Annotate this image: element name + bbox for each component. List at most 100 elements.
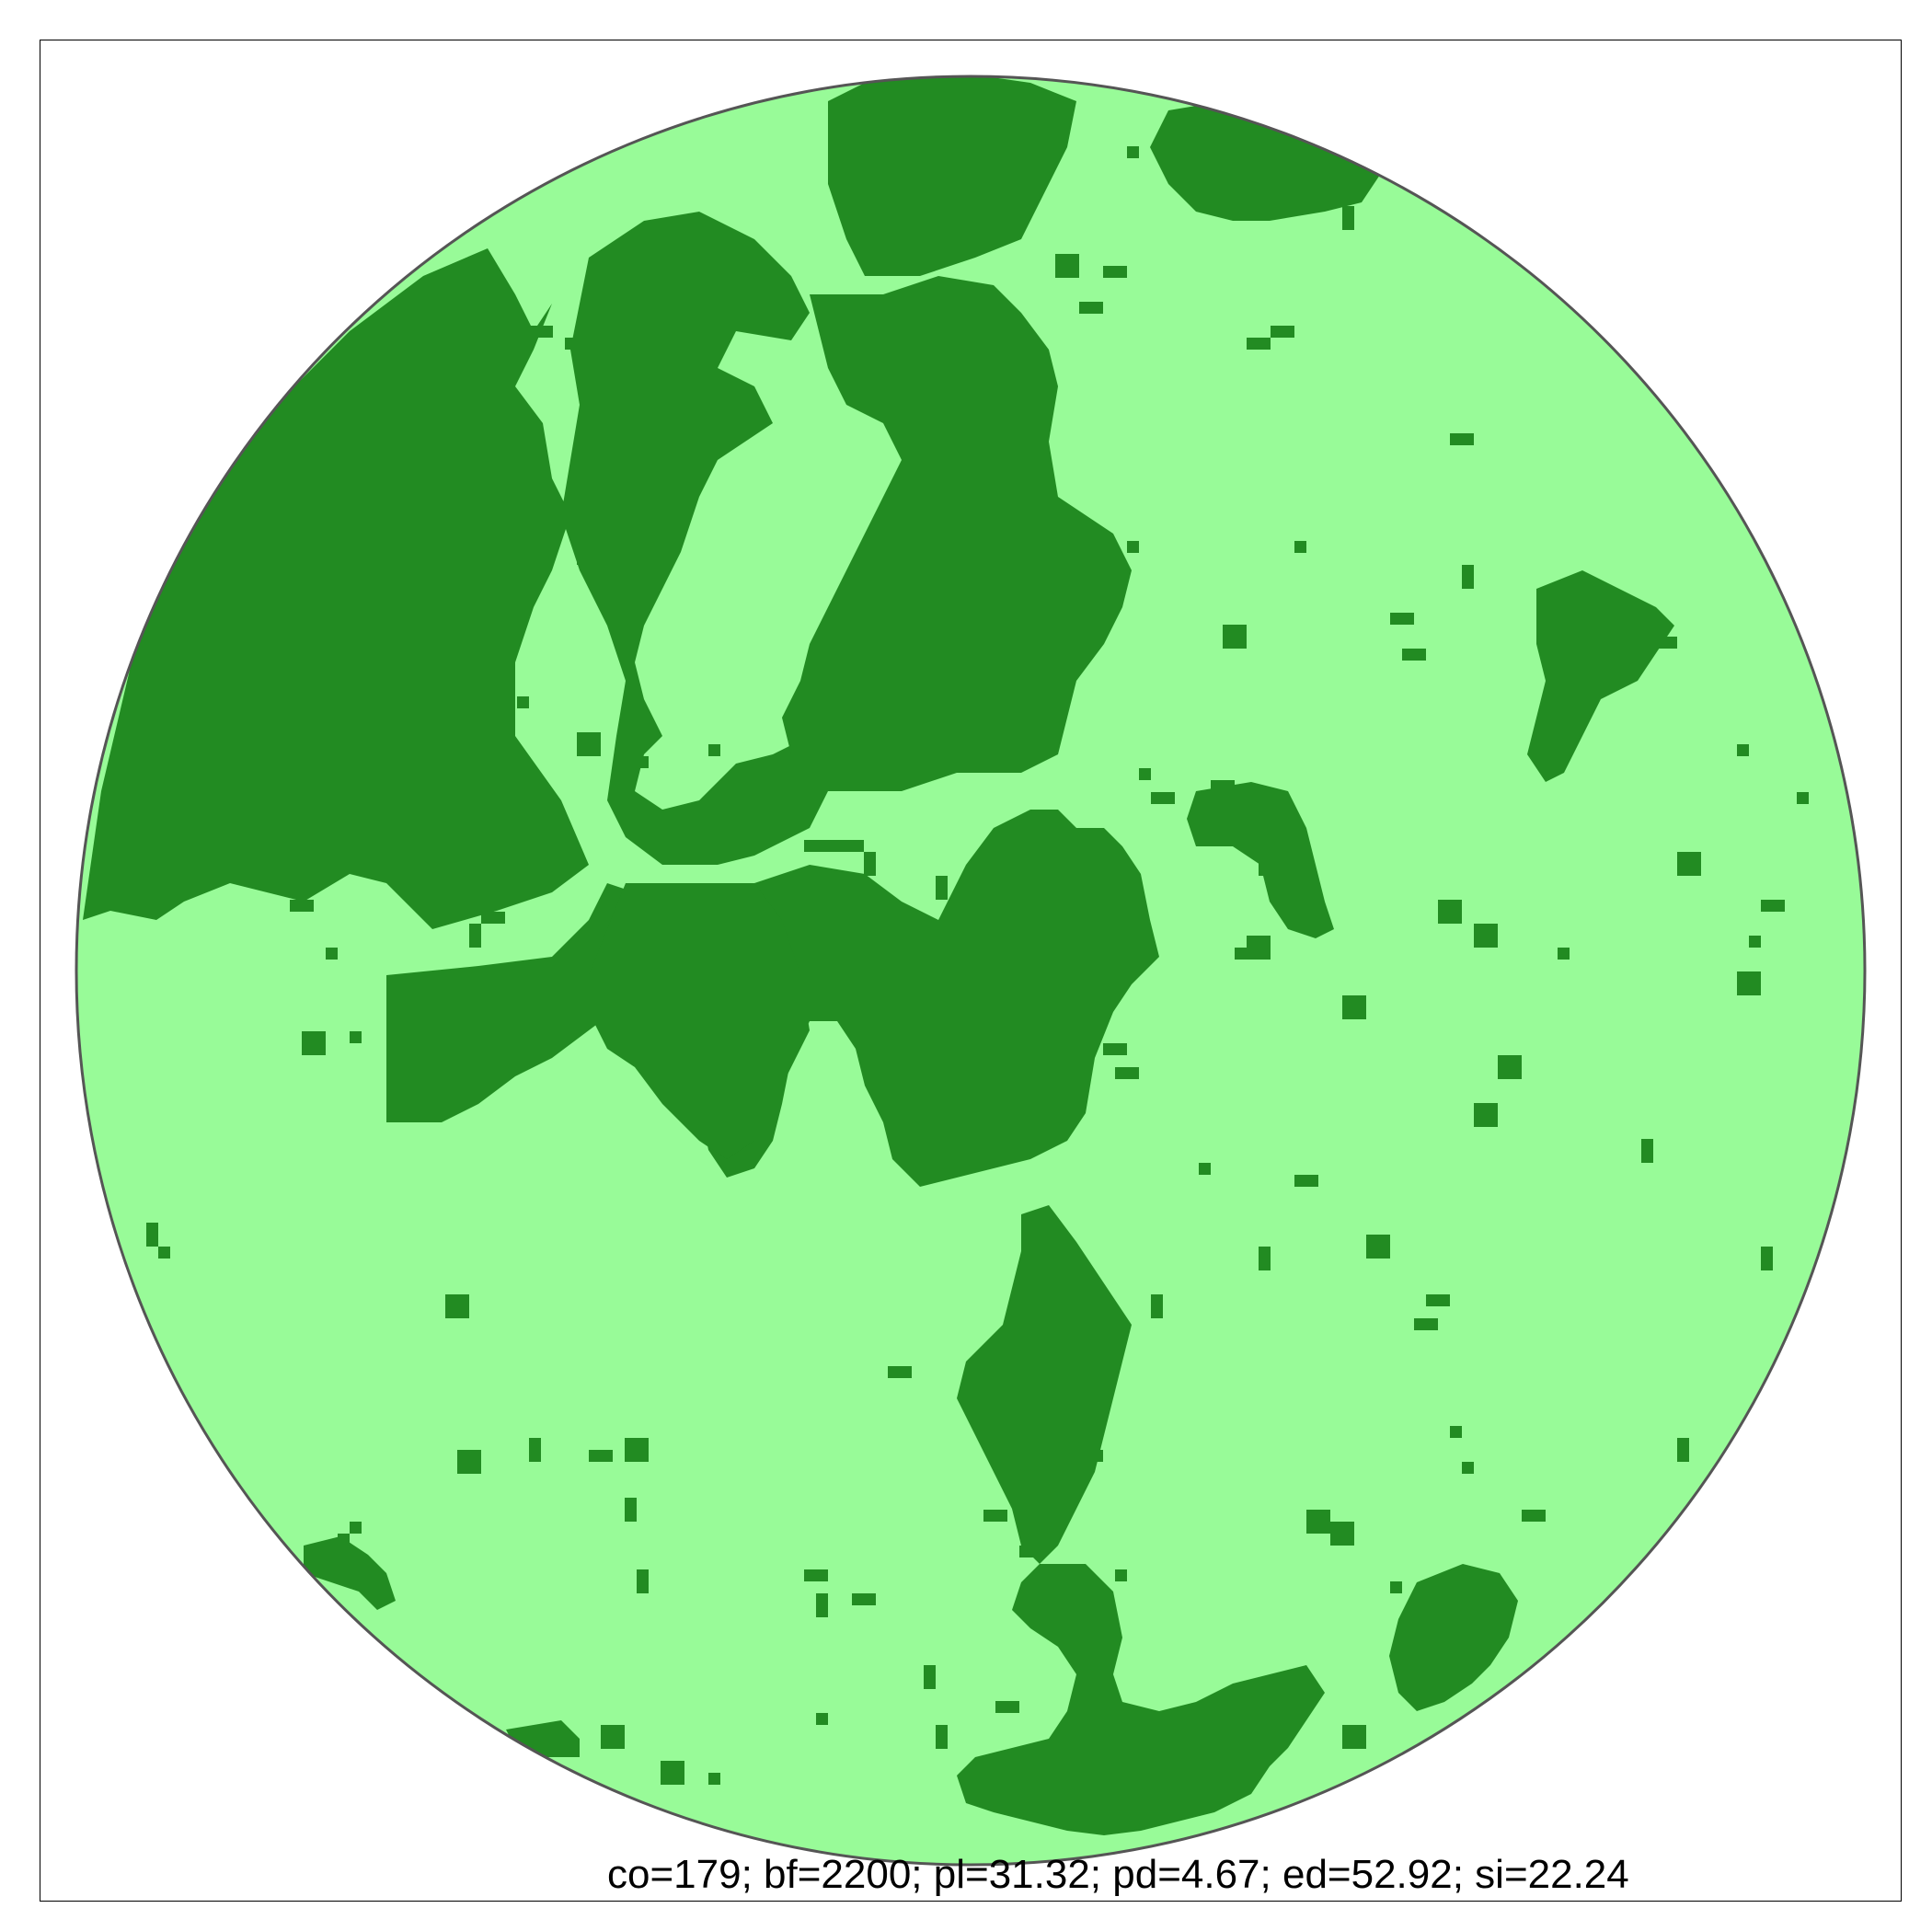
forest-speckle (1115, 1569, 1127, 1581)
forest-speckle (816, 1713, 828, 1725)
forest-speckle (158, 1247, 170, 1259)
forest-speckle (1103, 1043, 1127, 1055)
forest-speckle (840, 840, 864, 852)
forest-speckle (1426, 1294, 1450, 1306)
forest-speckle (1091, 1761, 1103, 1785)
forest-patch-top (828, 76, 1076, 276)
forest-speckle (1390, 1581, 1402, 1593)
forest-speckle (1498, 1055, 1522, 1079)
forest-speckle (1019, 158, 1043, 182)
forest-speckle (1247, 338, 1271, 350)
forest-patch-center-west (589, 883, 810, 1159)
forest-speckle (1390, 613, 1414, 625)
forest-speckle (1761, 900, 1785, 912)
forest-speckle (936, 876, 948, 900)
forest-speckle (936, 1725, 948, 1749)
forest-speckle (290, 589, 314, 601)
forest-patches (83, 76, 1674, 1835)
forest-speckle (1247, 1689, 1259, 1701)
forest-speckle (1259, 804, 1271, 816)
forest-speckle (1306, 1510, 1330, 1534)
forest-speckle (517, 696, 529, 708)
forest-patch-north-center (561, 212, 828, 865)
forest-speckle (1127, 146, 1139, 158)
forest-speckle (1677, 1438, 1689, 1462)
forest-speckle (1019, 1546, 1043, 1557)
forest-speckle (708, 1773, 720, 1785)
forest-speckle (1522, 1510, 1546, 1522)
forest-speckle (182, 792, 194, 816)
forest-speckle (995, 1701, 1019, 1713)
forest-speckle (290, 900, 314, 912)
forest-speckle (374, 649, 385, 672)
forest-speckle (816, 1593, 828, 1617)
forest-speckle (637, 756, 649, 768)
forest-speckle (350, 1031, 362, 1043)
forest-speckle (1211, 780, 1235, 804)
forest-speckle (433, 1067, 457, 1091)
forest-speckle (1294, 541, 1306, 553)
forest-speckle (625, 1498, 637, 1522)
forest-speckle (1055, 254, 1079, 278)
forest-speckle (1199, 1163, 1211, 1175)
forest-speckle (1139, 768, 1151, 780)
forest-speckle (302, 1031, 326, 1055)
forest-speckle (625, 1438, 649, 1462)
forest-speckle (469, 924, 481, 948)
forest-speckle (1653, 637, 1677, 649)
forest-speckle (1115, 1318, 1127, 1330)
forest-speckle (864, 971, 888, 983)
forest-speckle (1294, 1175, 1318, 1187)
forest-speckle (206, 661, 230, 684)
forest-speckle (613, 266, 625, 290)
forest-speckle (1749, 936, 1761, 948)
forest-patch-northwest (83, 248, 589, 929)
forest-patch-southeast (1389, 1564, 1518, 1711)
forest-speckle (350, 1522, 362, 1534)
circle-outline (75, 75, 1867, 1867)
landscape-metrics-caption: co=179; bf=2200; pl=31.32; pd=4.67; ed=5… (607, 1852, 1629, 1897)
map-frame (40, 40, 1902, 1902)
forest-speckle (1127, 541, 1139, 553)
forest-patch-northeast (1150, 101, 1380, 221)
forest-speckle (577, 553, 589, 565)
forest-speckle (1677, 852, 1701, 876)
forest-speckle (146, 1223, 158, 1247)
forest-speckle (529, 1438, 541, 1462)
forest-speckle (601, 1725, 625, 1749)
forest-speckle (445, 1294, 469, 1318)
forest-speckle (1235, 948, 1259, 960)
forest-speckle (816, 744, 828, 768)
forest-patch-east (1527, 570, 1674, 782)
forest-speckle (1330, 1522, 1354, 1546)
forest-speckle (912, 924, 924, 948)
forest-speckle (589, 1450, 613, 1462)
forest-speckle (661, 1761, 684, 1785)
forest-patch-south (957, 1564, 1325, 1835)
forest-speckle (1474, 1103, 1498, 1127)
forest-speckle (756, 290, 768, 302)
forest-speckle (1474, 924, 1486, 948)
forest-speckle (1414, 1318, 1438, 1330)
forest-speckle (254, 517, 266, 541)
forest-speckle (1007, 960, 1031, 983)
forest-speckle (864, 852, 876, 876)
forest-speckle (326, 948, 338, 960)
forest-speckle (1342, 206, 1354, 230)
forest-patch-southwest-small (304, 1536, 396, 1610)
forest-speckle (1151, 1294, 1163, 1318)
forest-speckle (445, 314, 457, 338)
forest-speckle (637, 1569, 649, 1593)
forest-speckle (457, 780, 481, 792)
forest-speckle (565, 338, 589, 350)
forest-speckle (1737, 971, 1761, 995)
forest-speckle (924, 1665, 936, 1689)
forest-speckle (1558, 948, 1570, 960)
forest-speckle (457, 1450, 481, 1474)
forest-speckle (1271, 326, 1294, 338)
forest-speckle (481, 912, 505, 924)
forest-speckle (1342, 1725, 1366, 1749)
forest-speckle (529, 326, 553, 338)
forest-speckle (1079, 1450, 1103, 1462)
